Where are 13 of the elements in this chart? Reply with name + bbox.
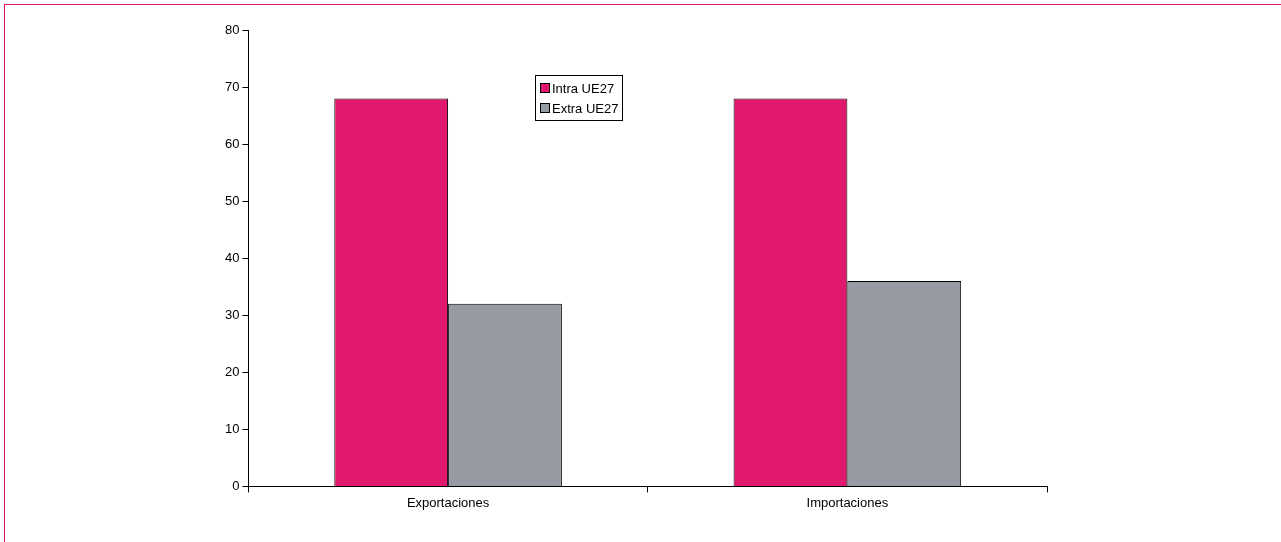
y-tick-label: 10: [224, 420, 240, 436]
y-tick-label: 50: [224, 192, 240, 208]
legend-label: Intra UE27: [552, 80, 615, 96]
legend-label: Extra UE27: [552, 100, 619, 116]
y-tick-label: 80: [224, 21, 240, 37]
y-tick-label: 30: [224, 306, 240, 322]
y-tick-label: 60: [224, 135, 240, 151]
y-tick-label: 70: [224, 78, 240, 94]
x-tick-label: Exportaciones: [406, 494, 490, 510]
y-tick-label: 0: [232, 477, 240, 493]
x-tick-label: Importaciones: [806, 494, 889, 510]
y-tick-label: 20: [224, 363, 240, 379]
y-tick-label: 40: [224, 249, 240, 265]
